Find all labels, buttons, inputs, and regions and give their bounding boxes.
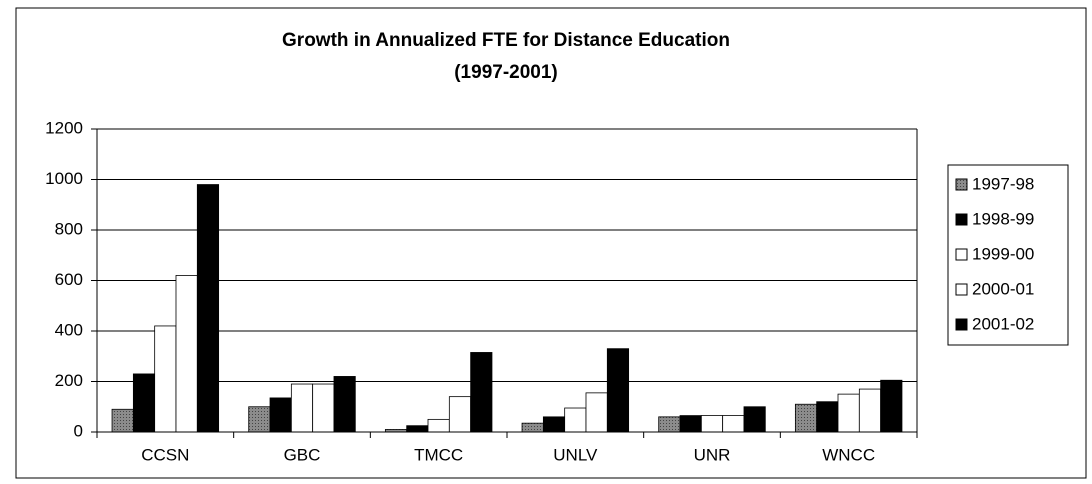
bar — [585, 392, 608, 433]
bar — [521, 422, 544, 433]
legend-label: 1998-99 — [972, 209, 1034, 228]
bar — [406, 425, 429, 433]
x-tick-label: UNLV — [553, 445, 598, 464]
bar — [858, 388, 882, 433]
y-tick-label: 800 — [55, 219, 83, 238]
y-tick-label: 1200 — [45, 118, 83, 137]
bar — [248, 406, 271, 433]
x-tick-label: UNR — [694, 445, 731, 464]
legend-swatch — [955, 248, 968, 261]
y-tick-label: 200 — [55, 371, 83, 390]
bar — [448, 396, 472, 433]
bar — [132, 373, 156, 433]
legend-label: 2000-01 — [972, 279, 1034, 298]
y-tick-label: 1000 — [45, 169, 83, 188]
y-tick-label: 600 — [55, 270, 83, 289]
chart-subtitle: (1997-2001) — [454, 62, 558, 83]
legend-swatch — [955, 283, 968, 296]
x-tick-label: CCSN — [141, 445, 189, 464]
bar — [722, 415, 745, 433]
bar — [333, 376, 356, 433]
bar — [606, 348, 630, 433]
bar — [470, 352, 493, 433]
bar — [154, 325, 177, 433]
bar — [794, 403, 818, 433]
y-tick-label: 400 — [55, 320, 83, 339]
x-tick-label: GBC — [284, 445, 321, 464]
bar — [743, 406, 766, 433]
chart-title: Growth in Annualized FTE for Distance Ed… — [282, 30, 730, 51]
bar — [312, 383, 335, 433]
x-tick-label: TMCC — [414, 445, 463, 464]
bar — [816, 401, 839, 433]
legend-label: 1999-00 — [972, 244, 1034, 263]
bar — [700, 415, 724, 433]
legend-box — [947, 164, 1069, 346]
y-tick-label: 0 — [74, 421, 83, 440]
bar — [837, 393, 860, 433]
bar — [542, 416, 566, 433]
bar — [679, 415, 702, 433]
legend-swatch — [955, 213, 968, 226]
legend-label: 1997-98 — [972, 174, 1034, 193]
bar — [111, 408, 134, 433]
x-tick-label: WNCC — [822, 445, 875, 464]
bar — [880, 379, 903, 433]
bar — [658, 416, 681, 433]
bar — [564, 407, 587, 433]
bar — [175, 275, 198, 433]
bar — [427, 418, 450, 433]
bar — [269, 397, 292, 433]
bar — [290, 383, 314, 433]
bar — [196, 184, 220, 433]
legend-swatch — [955, 178, 968, 191]
legend-swatch — [955, 318, 968, 331]
legend-label: 2001-02 — [972, 314, 1034, 333]
